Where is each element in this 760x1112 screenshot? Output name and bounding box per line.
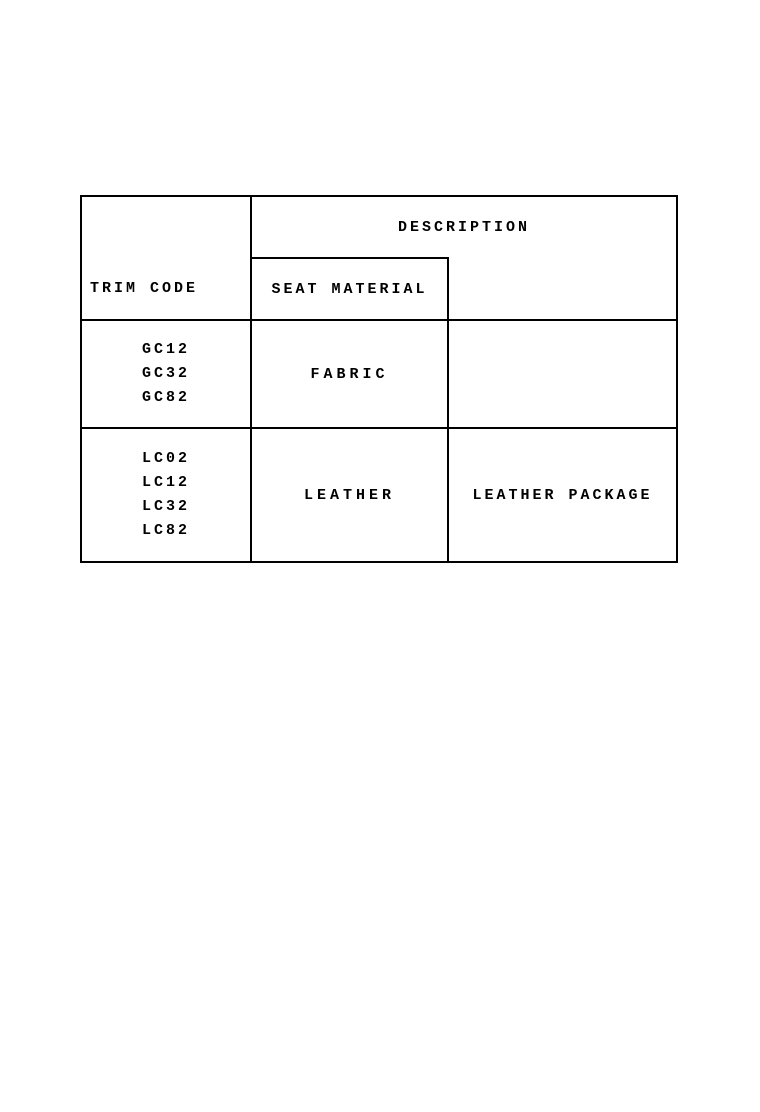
seat-material-cell: FABRIC: [251, 320, 448, 428]
trim-codes-text: LC02LC12LC32LC82: [142, 450, 190, 539]
extra-cell: LEATHER PACKAGE: [448, 428, 677, 562]
seat-material-header: SEAT MATERIAL: [251, 258, 448, 320]
trim-code-table: DESCRIPTION TRIM CODE SEAT MATERIAL GC12…: [80, 195, 678, 563]
trim-codes-cell: LC02LC12LC32LC82: [81, 428, 251, 562]
trim-code-header: TRIM CODE: [81, 258, 251, 320]
trim-code-header-top-blank: [81, 196, 251, 258]
seat-material-cell: LEATHER: [251, 428, 448, 562]
table-row: GC12GC32GC82 FABRIC: [81, 320, 677, 428]
extra-cell: [448, 320, 677, 428]
table-row: LC02LC12LC32LC82 LEATHER LEATHER PACKAGE: [81, 428, 677, 562]
header-row-2: TRIM CODE SEAT MATERIAL: [81, 258, 677, 320]
description-header: DESCRIPTION: [251, 196, 677, 258]
trim-code-table-container: DESCRIPTION TRIM CODE SEAT MATERIAL GC12…: [80, 195, 678, 563]
trim-codes-text: GC12GC32GC82: [142, 341, 190, 406]
header-blank-cell: [448, 258, 677, 320]
header-row-1: DESCRIPTION: [81, 196, 677, 258]
trim-codes-cell: GC12GC32GC82: [81, 320, 251, 428]
